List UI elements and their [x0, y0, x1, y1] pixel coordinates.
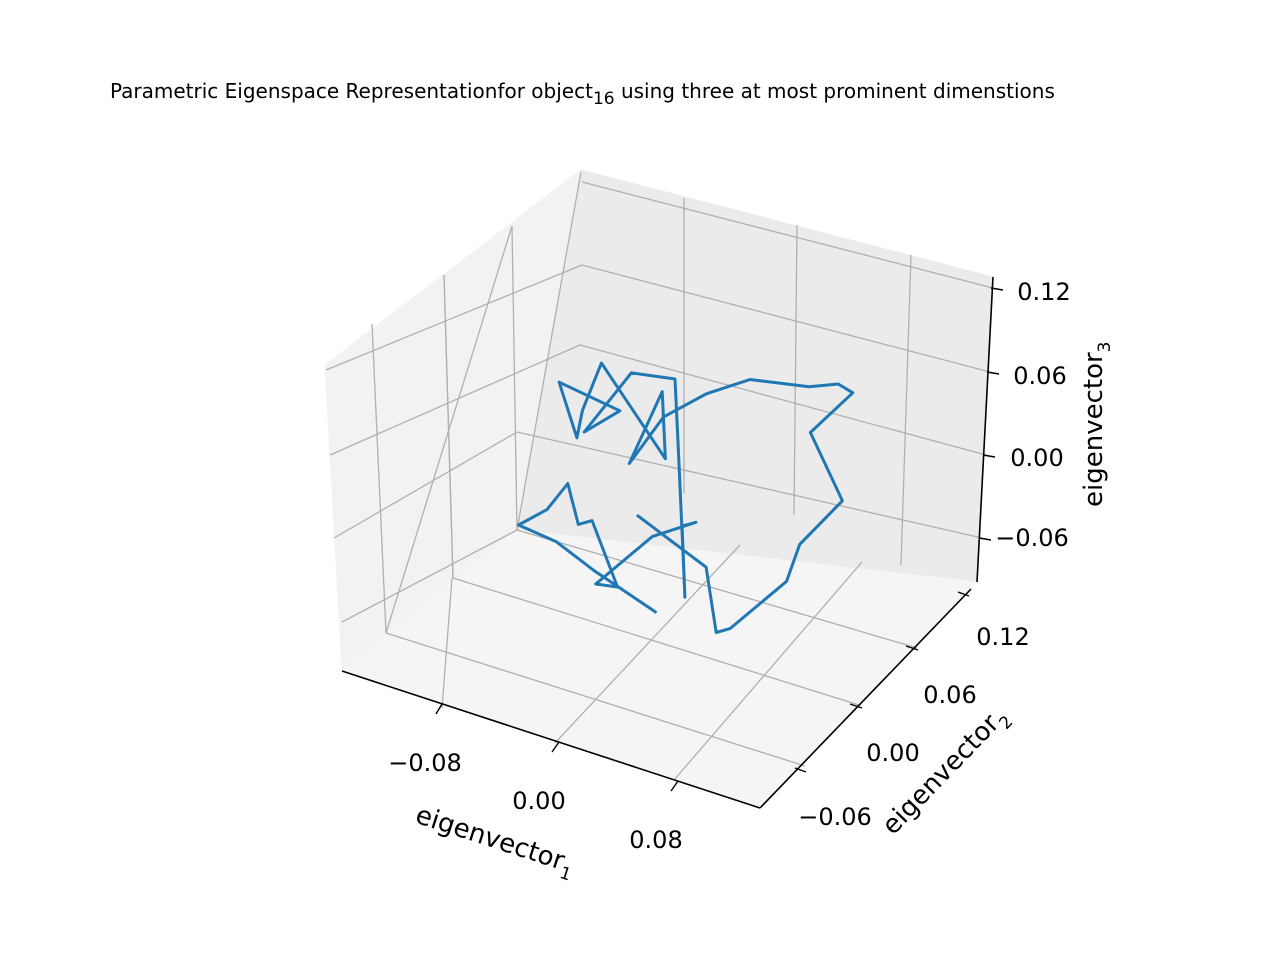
- data-line-series: [517, 361, 855, 634]
- z-tick-label: 0.12: [1017, 278, 1070, 306]
- x-tick-label: 0.08: [629, 826, 682, 854]
- z-tick-label: −0.06: [995, 524, 1069, 552]
- y-tick-label: 0.12: [976, 623, 1029, 651]
- axis-lines: [341, 276, 994, 809]
- y-tick-label: 0.06: [923, 681, 976, 709]
- x-tick-label: 0.00: [512, 787, 565, 815]
- y-axis-line: [759, 588, 972, 809]
- z-tick-label: 0.00: [1010, 444, 1063, 472]
- z-axis-line: [976, 276, 994, 583]
- z-tick-label: 0.06: [1013, 362, 1066, 390]
- y-axis-label: eigenvector2: [876, 701, 1017, 845]
- x-axis-line: [341, 670, 761, 809]
- tick-marks: [435, 287, 1004, 792]
- y-tick-label: −0.06: [798, 803, 872, 831]
- x-tick-label: −0.08: [388, 749, 462, 777]
- grid-lines: [325, 171, 994, 781]
- chart-title: Parametric Eigenspace Representationfor …: [110, 79, 1055, 109]
- z-axis-label: eigenvector3: [1079, 342, 1115, 508]
- y-tick-label: 0.00: [866, 739, 919, 767]
